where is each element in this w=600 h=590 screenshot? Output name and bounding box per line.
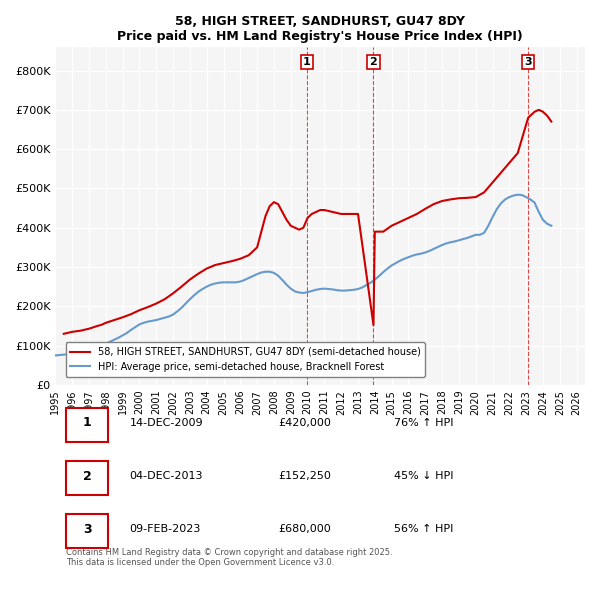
Title: 58, HIGH STREET, SANDHURST, GU47 8DY
Price paid vs. HM Land Registry's House Pri: 58, HIGH STREET, SANDHURST, GU47 8DY Pri… bbox=[118, 15, 523, 43]
Text: 3: 3 bbox=[524, 57, 532, 67]
Text: £152,250: £152,250 bbox=[278, 471, 331, 481]
Legend: 58, HIGH STREET, SANDHURST, GU47 8DY (semi-detached house), HPI: Average price, : 58, HIGH STREET, SANDHURST, GU47 8DY (se… bbox=[65, 342, 425, 376]
Text: £680,000: £680,000 bbox=[278, 525, 331, 535]
Text: 2: 2 bbox=[83, 470, 92, 483]
FancyBboxPatch shape bbox=[66, 408, 109, 442]
Text: 14-DEC-2009: 14-DEC-2009 bbox=[130, 418, 203, 428]
FancyBboxPatch shape bbox=[66, 461, 109, 495]
Text: £420,000: £420,000 bbox=[278, 418, 331, 428]
Text: 2: 2 bbox=[370, 57, 377, 67]
Text: 76% ↑ HPI: 76% ↑ HPI bbox=[394, 418, 454, 428]
Text: 56% ↑ HPI: 56% ↑ HPI bbox=[394, 525, 454, 535]
FancyBboxPatch shape bbox=[66, 514, 109, 548]
Text: 3: 3 bbox=[83, 523, 91, 536]
Text: Contains HM Land Registry data © Crown copyright and database right 2025.
This d: Contains HM Land Registry data © Crown c… bbox=[66, 548, 392, 568]
Text: 45% ↓ HPI: 45% ↓ HPI bbox=[394, 471, 454, 481]
Text: 1: 1 bbox=[83, 417, 92, 430]
Text: 09-FEB-2023: 09-FEB-2023 bbox=[130, 525, 201, 535]
Text: 1: 1 bbox=[303, 57, 311, 67]
Text: 04-DEC-2013: 04-DEC-2013 bbox=[130, 471, 203, 481]
